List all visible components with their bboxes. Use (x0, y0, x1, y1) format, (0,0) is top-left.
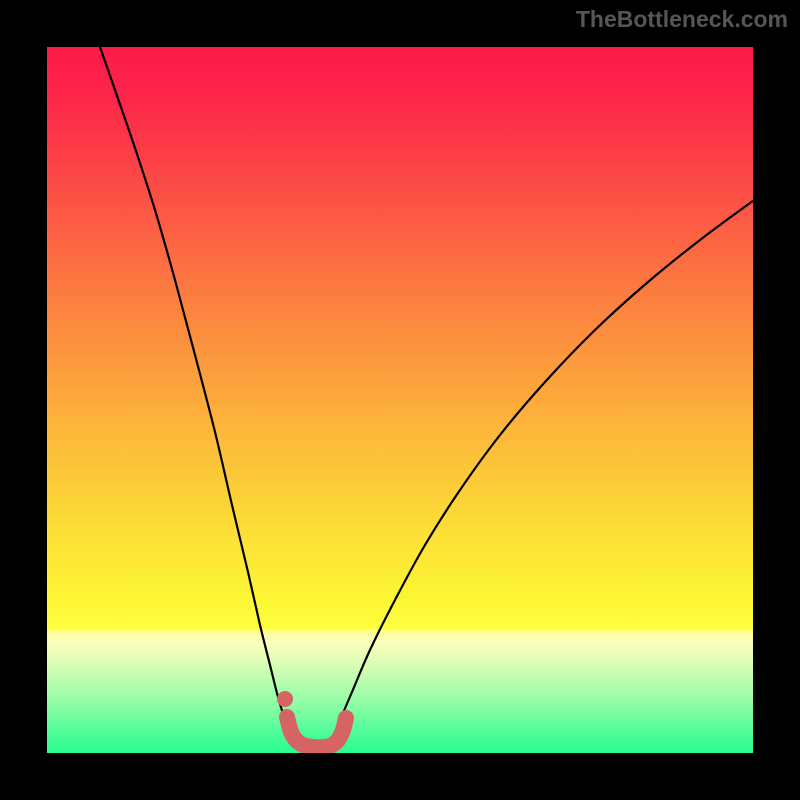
gradient-plot-area (47, 47, 753, 753)
chart-svg (0, 0, 800, 800)
trough-left-dot (277, 691, 293, 707)
watermark-text: TheBottleneck.com (576, 6, 788, 33)
chart-root: TheBottleneck.com (0, 0, 800, 800)
